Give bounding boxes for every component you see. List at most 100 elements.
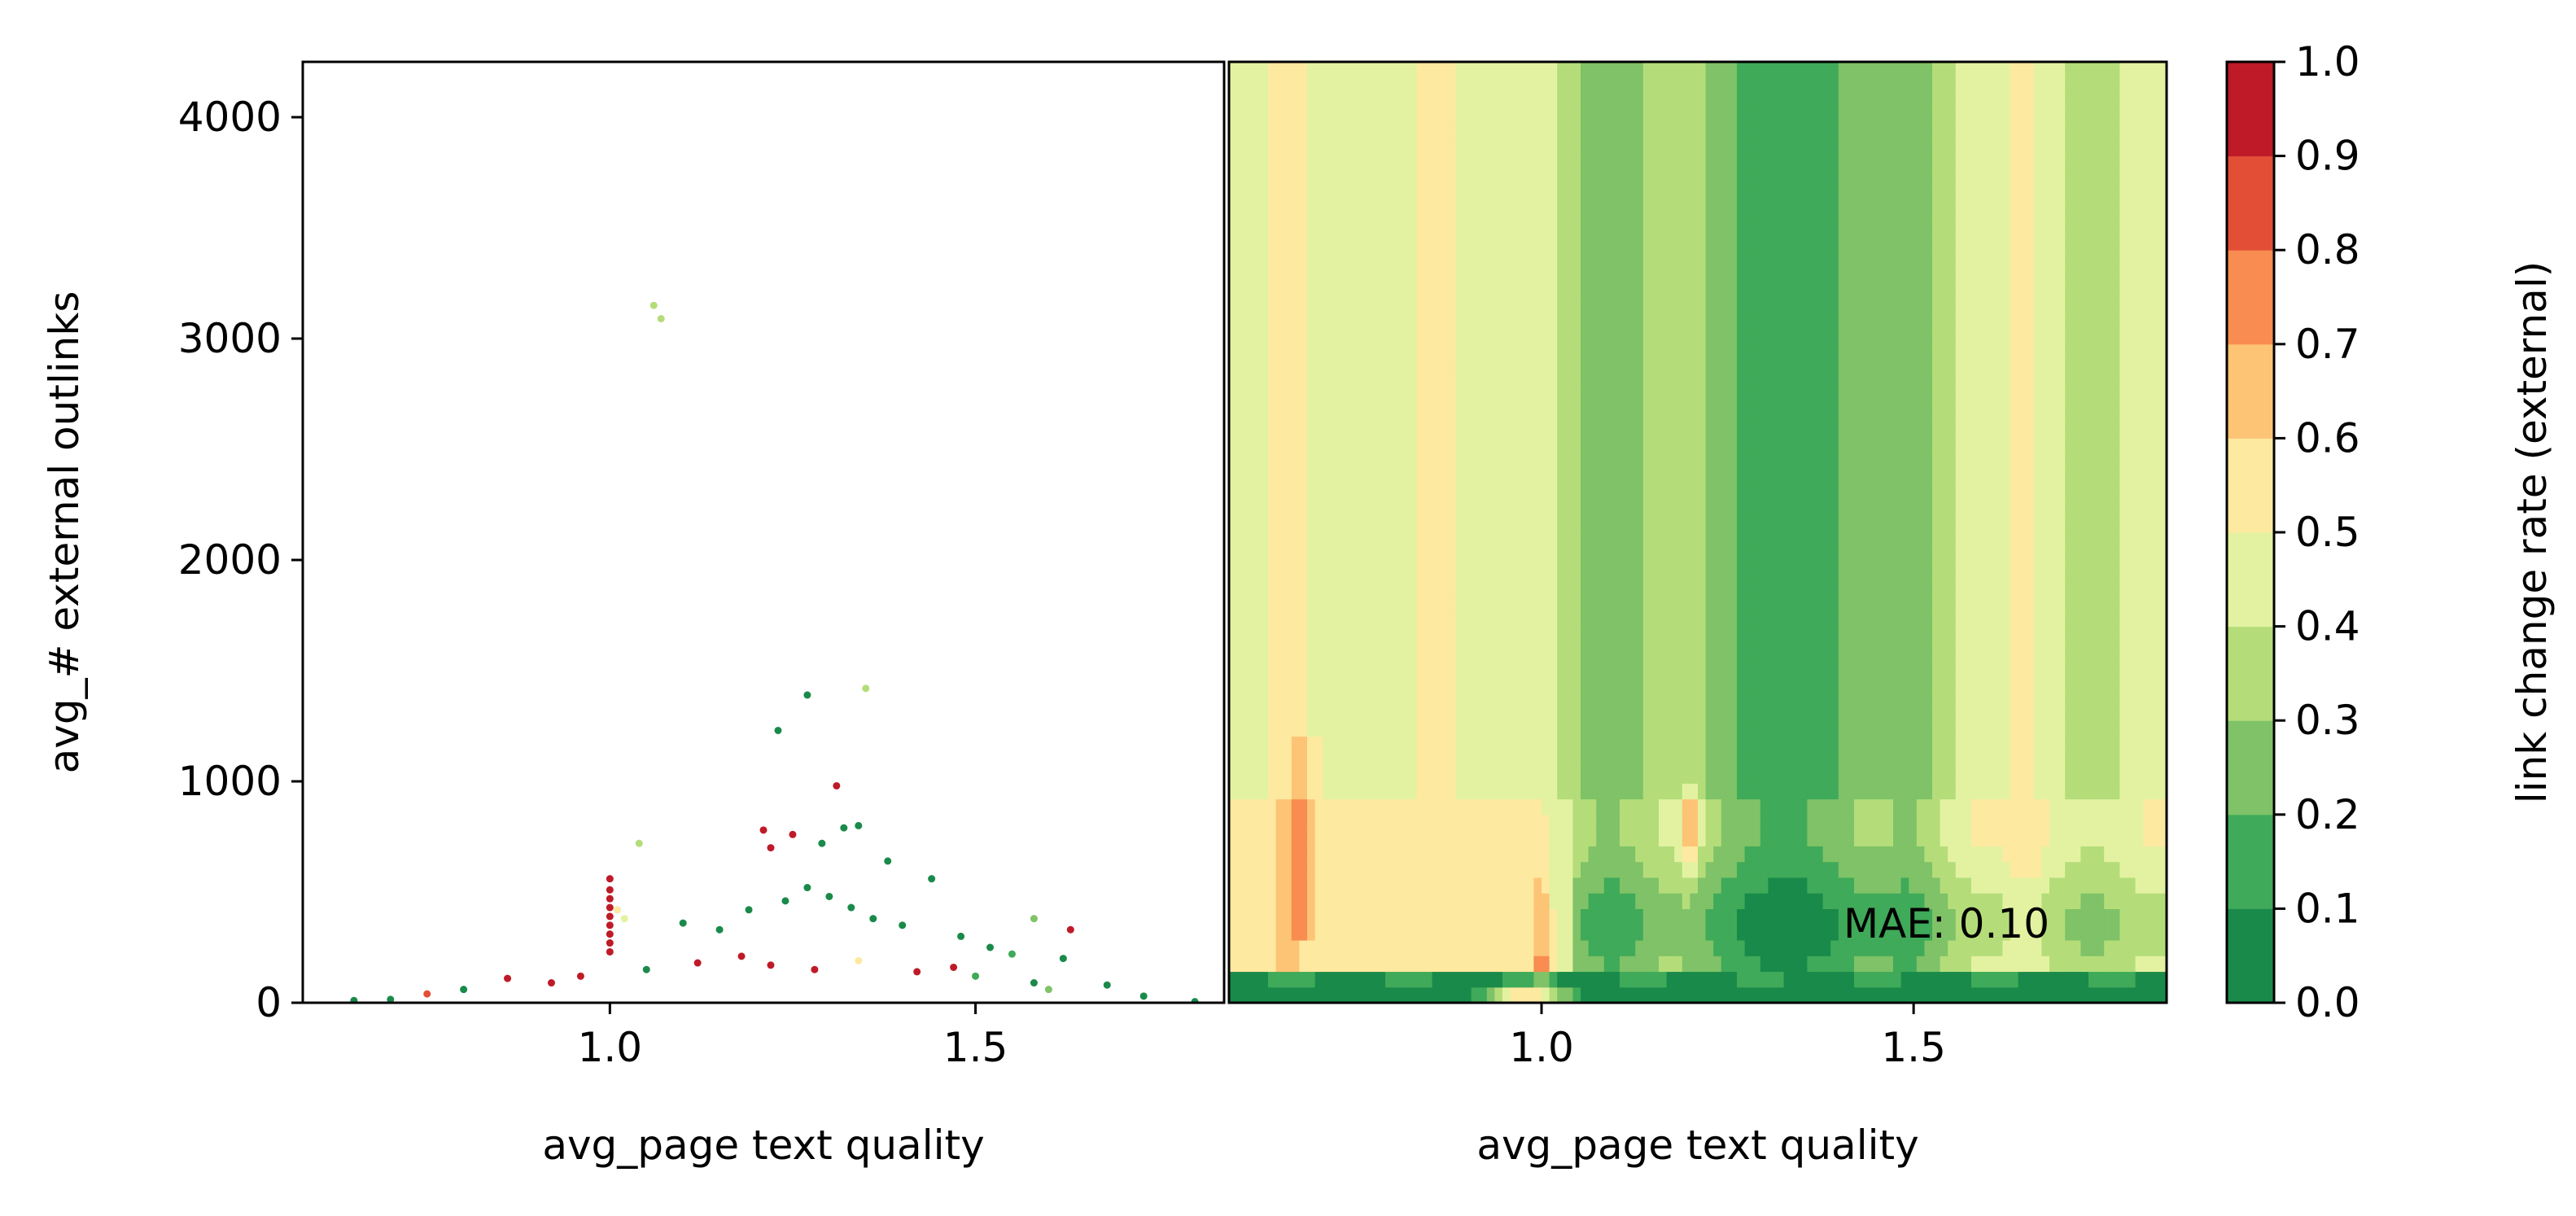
contour-cell <box>1369 360 1378 376</box>
contour-cell <box>1479 93 1488 110</box>
contour-cell <box>1612 986 1620 1003</box>
contour-cell <box>1830 250 1839 267</box>
contour-cell <box>1776 673 1785 690</box>
contour-cell <box>1854 281 1863 298</box>
contour-cell <box>1846 893 1855 909</box>
contour-cell <box>1620 641 1629 658</box>
contour-cell <box>1424 548 1433 565</box>
contour-cell <box>1525 93 1534 110</box>
contour-cell <box>1440 751 1449 768</box>
contour-cell <box>1588 626 1597 643</box>
contour-cell <box>1525 125 1534 141</box>
contour-cell <box>1854 579 1863 596</box>
contour-cell <box>1401 956 1410 973</box>
contour-cell <box>1252 171 1261 188</box>
contour-cell <box>1291 814 1300 831</box>
contour-cell <box>1690 986 1699 1003</box>
contour-cell <box>1408 736 1417 753</box>
contour-cell <box>1416 877 1425 894</box>
contour-cell <box>1776 908 1785 925</box>
contour-cell <box>1393 689 1402 706</box>
contour-cell <box>1690 798 1699 816</box>
contour-cell <box>1651 846 1660 863</box>
contour-cell <box>1549 62 1558 78</box>
contour-cell <box>1299 563 1308 580</box>
contour-cell <box>1244 485 1253 502</box>
contour-cell <box>1354 658 1362 674</box>
contour-cell <box>1416 375 1425 392</box>
contour-cell <box>1752 689 1761 706</box>
contour-cell <box>1620 704 1629 721</box>
contour-cell <box>1416 313 1425 330</box>
contour-cell <box>1284 861 1292 878</box>
contour-cell <box>1314 375 1323 392</box>
contour-cell <box>1799 893 1808 909</box>
contour-cell <box>1838 125 1847 141</box>
contour-cell <box>1822 391 1831 408</box>
contour-cell <box>1682 956 1690 973</box>
contour-cell <box>1525 673 1534 690</box>
contour-cell <box>1564 751 1573 768</box>
contour-cell <box>1338 375 1347 392</box>
contour-cell <box>1783 658 1792 674</box>
contour-cell <box>1807 814 1816 831</box>
contour-cell <box>1768 924 1777 941</box>
contour-cell <box>1362 125 1371 141</box>
contour-cell <box>1299 140 1308 157</box>
contour-cell <box>1362 830 1371 846</box>
contour-cell <box>1479 203 1488 220</box>
contour-cell <box>1346 956 1355 973</box>
contour-cell <box>1807 610 1816 628</box>
contour-cell <box>1244 956 1253 973</box>
contour-cell <box>1393 187 1402 203</box>
contour-cell <box>1502 751 1511 768</box>
contour-cell <box>1861 751 1870 768</box>
contour-cell <box>1408 140 1417 157</box>
contour-cell <box>1596 501 1605 518</box>
contour-cell <box>1385 563 1394 580</box>
contour-cell <box>1713 798 1722 816</box>
contour-cell <box>1338 187 1347 203</box>
contour-cell <box>1612 908 1620 925</box>
contour-cell <box>1603 140 1612 157</box>
contour-cell <box>1666 986 1675 1003</box>
contour-cell <box>1299 328 1308 345</box>
scatter-point <box>547 979 555 987</box>
contour-cell <box>1369 108 1378 125</box>
contour-cell <box>1642 453 1651 470</box>
contour-cell <box>1494 751 1503 768</box>
contour-cell <box>1401 250 1410 267</box>
contour-cell <box>1299 595 1308 611</box>
contour-cell <box>1581 375 1590 392</box>
contour-cell <box>1236 595 1245 611</box>
contour-cell <box>1533 360 1542 376</box>
contour-cell <box>1846 469 1855 486</box>
contour-cell <box>1698 187 1707 203</box>
contour-cell <box>1783 783 1792 800</box>
contour-cell <box>1596 297 1605 313</box>
contour-cell <box>1846 281 1855 298</box>
contour-cell <box>1408 343 1417 361</box>
contour-cell <box>1752 422 1761 439</box>
contour-cell <box>1542 281 1550 298</box>
contour-cell <box>1377 986 1386 1003</box>
contour-cell <box>1596 830 1605 846</box>
contour-cell <box>1807 485 1816 502</box>
contour-cell <box>1861 532 1870 549</box>
contour-cell <box>1737 281 1746 298</box>
contour-cell <box>1385 579 1394 596</box>
contour-cell <box>1510 375 1519 392</box>
contour-cell <box>1666 171 1675 188</box>
contour-cell <box>1252 406 1261 423</box>
contour-cell <box>1729 516 1738 533</box>
contour-cell <box>1471 563 1480 580</box>
contour-cell <box>1612 736 1620 753</box>
contour-cell <box>1377 877 1386 894</box>
contour-cell <box>1659 893 1668 909</box>
contour-cell <box>1791 171 1800 188</box>
contour-cell <box>1776 610 1785 628</box>
contour-cell <box>1416 548 1425 565</box>
contour-cell <box>1440 516 1449 533</box>
contour-cell <box>1861 908 1870 925</box>
contour-cell <box>1486 108 1495 125</box>
